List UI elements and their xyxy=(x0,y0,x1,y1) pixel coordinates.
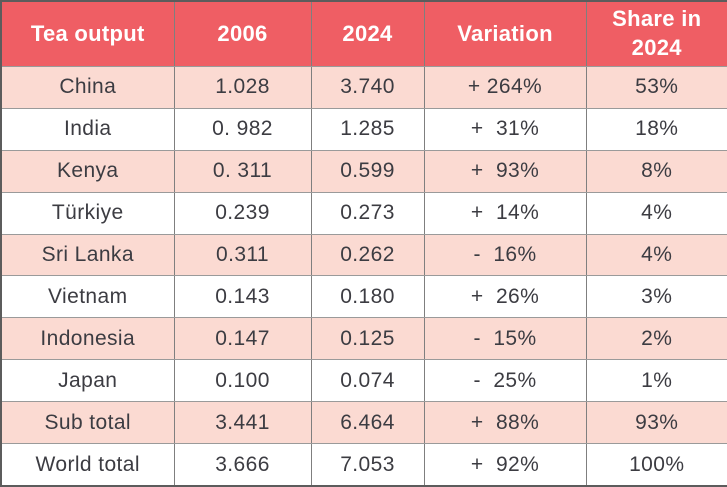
cell-variation: + 14% xyxy=(423,191,587,235)
table-row: Vietnam 0.143 0.180 + 26% 3% xyxy=(0,275,727,319)
cell-y2024: 0.262 xyxy=(310,233,425,277)
cell-variation: + 31% xyxy=(423,107,587,151)
cell-y2006: 0.143 xyxy=(173,275,312,319)
cell-y2006: 0. 982 xyxy=(173,107,312,151)
cell-country: Indonesia xyxy=(0,317,175,361)
cell-y2024: 0.125 xyxy=(310,317,425,361)
cell-variation: - 25% xyxy=(423,359,587,403)
cell-variation: + 92% xyxy=(423,443,587,487)
cell-y2024: 0.180 xyxy=(310,275,425,319)
table-row: Sri Lanka 0.311 0.262- 16% 4% xyxy=(0,233,727,277)
cell-country: India xyxy=(0,107,175,151)
cell-variation: - 16% xyxy=(423,233,587,277)
cell-y2024: 0.074 xyxy=(310,359,425,403)
cell-y2024: 0.273 xyxy=(310,191,425,235)
cell-variation: + 264% xyxy=(423,66,587,109)
cell-y2006: 0.239 xyxy=(173,191,312,235)
cell-share: 1% xyxy=(585,359,727,403)
column-header-country: Tea output xyxy=(0,0,175,67)
cell-share: 18% xyxy=(585,107,727,151)
cell-country: Kenya xyxy=(0,149,175,193)
cell-y2024: 7.053 xyxy=(310,443,425,487)
cell-variation: + 88% xyxy=(423,401,587,445)
table-body: China 1.028 3.740 + 264% 53% India 0. 982 1.285… xyxy=(0,66,727,487)
cell-share: 3% xyxy=(585,275,727,319)
cell-variation: + 93% xyxy=(423,149,587,193)
cell-y2006: 0. 311 xyxy=(173,149,312,193)
cell-country: Japan xyxy=(0,359,175,403)
cell-share: 53% xyxy=(585,66,727,109)
cell-country: Türkiye xyxy=(0,191,175,235)
table-row: Türkiye 0.239 0.273 + 14% 4% xyxy=(0,191,727,235)
cell-country: Vietnam xyxy=(0,275,175,319)
cell-country: Sri Lanka xyxy=(0,233,175,277)
table-row: India 0. 982 1.285 + 31% 18% xyxy=(0,107,727,151)
cell-country: Sub total xyxy=(0,401,175,445)
table-row: World total 3.666 7.053 + 92% 100% xyxy=(0,443,727,487)
table-row: Sub total 3.441 6.464 + 88% 93% xyxy=(0,401,727,445)
cell-share: 93% xyxy=(585,401,727,445)
column-header-y2006: 2006 xyxy=(173,0,312,67)
cell-y2006: 3.666 xyxy=(173,443,312,487)
table-header-row: Tea output 2006 2024 Variation Share in 2024 xyxy=(0,0,727,67)
cell-y2006: 0.311 xyxy=(173,233,312,277)
column-header-share: Share in 2024 xyxy=(585,0,727,67)
cell-variation: + 26% xyxy=(423,275,587,319)
cell-y2006: 3.441 xyxy=(173,401,312,445)
cell-y2006: 1.028 xyxy=(173,66,312,109)
table-row: Indonesia 0.147 0.125- 15% 2% xyxy=(0,317,727,361)
cell-share: 4% xyxy=(585,191,727,235)
cell-y2024: 0.599 xyxy=(310,149,425,193)
cell-y2006: 0.147 xyxy=(173,317,312,361)
column-header-variation: Variation xyxy=(423,0,587,67)
cell-y2024: 3.740 xyxy=(310,66,425,109)
cell-share: 4% xyxy=(585,233,727,277)
cell-share: 8% xyxy=(585,149,727,193)
column-header-y2024: 2024 xyxy=(310,0,425,67)
cell-share: 2% xyxy=(585,317,727,361)
cell-country: China xyxy=(0,66,175,109)
cell-country: World total xyxy=(0,443,175,487)
cell-y2006: 0.100 xyxy=(173,359,312,403)
cell-y2024: 6.464 xyxy=(310,401,425,445)
table-row: Japan 0.100 0.074- 25% 1% xyxy=(0,359,727,403)
cell-y2024: 1.285 xyxy=(310,107,425,151)
cell-share: 100% xyxy=(585,443,727,487)
table-row: Kenya 0. 311 0.599 + 93% 8% xyxy=(0,149,727,193)
cell-variation: - 15% xyxy=(423,317,587,361)
table-row: China 1.028 3.740 + 264% 53% xyxy=(0,66,727,109)
